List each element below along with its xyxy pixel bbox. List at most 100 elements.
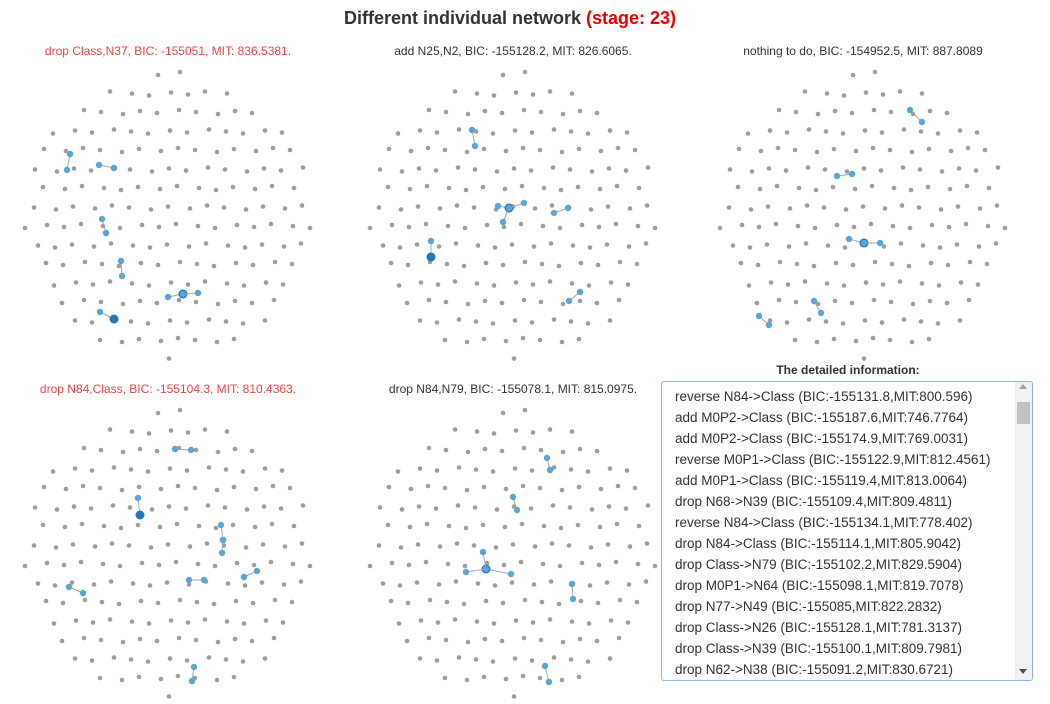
network-node[interactable] bbox=[202, 279, 208, 284]
network-node-highlight[interactable] bbox=[219, 536, 227, 544]
network-node[interactable] bbox=[615, 145, 621, 151]
network-node[interactable] bbox=[538, 447, 544, 453]
network-node-highlight[interactable] bbox=[545, 678, 553, 686]
network-node[interactable] bbox=[557, 225, 563, 231]
network-node[interactable] bbox=[244, 169, 250, 174]
network-node[interactable] bbox=[513, 428, 519, 433]
network-node[interactable] bbox=[406, 562, 412, 568]
network-node[interactable] bbox=[492, 583, 498, 588]
network-node[interactable] bbox=[861, 166, 867, 171]
network-node[interactable] bbox=[614, 183, 620, 189]
network-node[interactable] bbox=[652, 225, 658, 231]
network-node[interactable] bbox=[167, 318, 173, 323]
network-node[interactable] bbox=[531, 244, 537, 249]
network-node[interactable] bbox=[173, 221, 179, 227]
network-node[interactable] bbox=[907, 225, 913, 231]
detail-list-item[interactable]: drop Class->N39 (BIC:-155100.1,MIT:809.7… bbox=[675, 641, 963, 656]
network-node[interactable] bbox=[154, 110, 160, 116]
network-node[interactable] bbox=[299, 203, 305, 208]
network-node[interactable] bbox=[815, 111, 821, 117]
detail-list-item[interactable]: add M0P2->Class (BIC:-155187.6,MIT:746.7… bbox=[675, 410, 969, 425]
network-node-highlight[interactable] bbox=[845, 235, 853, 243]
network-node[interactable] bbox=[575, 522, 581, 528]
network-node[interactable] bbox=[100, 561, 106, 567]
network-node[interactable] bbox=[518, 221, 524, 227]
network-node[interactable] bbox=[814, 339, 820, 345]
network-node[interactable] bbox=[472, 167, 478, 172]
network-node[interactable] bbox=[530, 620, 536, 625]
network-node[interactable] bbox=[287, 485, 293, 491]
network-node[interactable] bbox=[233, 598, 239, 604]
network-node[interactable] bbox=[443, 447, 449, 453]
network-node[interactable] bbox=[88, 506, 94, 511]
network-node[interactable] bbox=[185, 282, 191, 287]
network-node[interactable] bbox=[101, 523, 107, 529]
network-node[interactable] bbox=[464, 149, 470, 155]
network-node[interactable] bbox=[598, 148, 604, 154]
network-node[interactable] bbox=[783, 168, 789, 173]
network-node[interactable] bbox=[849, 300, 855, 306]
network-node[interactable] bbox=[261, 166, 267, 171]
network-node[interactable] bbox=[871, 107, 877, 113]
network-node[interactable] bbox=[269, 521, 275, 527]
network-node[interactable] bbox=[560, 639, 566, 645]
network-node[interactable] bbox=[70, 204, 76, 209]
network-node[interactable] bbox=[82, 259, 88, 265]
network-node[interactable] bbox=[40, 184, 46, 190]
network-node[interactable] bbox=[776, 297, 782, 303]
network-node[interactable] bbox=[155, 72, 161, 78]
network-node[interactable] bbox=[532, 206, 538, 211]
network-node[interactable] bbox=[157, 186, 163, 192]
network-node[interactable] bbox=[187, 206, 193, 211]
network-node[interactable] bbox=[624, 468, 630, 473]
network-node[interactable] bbox=[118, 525, 124, 531]
network-node[interactable] bbox=[596, 562, 602, 568]
network-node[interactable] bbox=[926, 336, 932, 342]
network-node[interactable] bbox=[806, 127, 812, 132]
network-node[interactable] bbox=[300, 503, 306, 508]
network-node[interactable] bbox=[550, 165, 556, 170]
network-node[interactable] bbox=[861, 356, 867, 361]
network-node[interactable] bbox=[948, 148, 954, 154]
network-node[interactable] bbox=[89, 468, 95, 473]
network-node[interactable] bbox=[795, 223, 801, 229]
network-node-highlight[interactable] bbox=[194, 289, 202, 297]
network-node[interactable] bbox=[833, 260, 839, 266]
network-node[interactable] bbox=[793, 299, 799, 305]
network-node[interactable] bbox=[937, 245, 943, 250]
network-node[interactable] bbox=[594, 300, 600, 306]
network-node-highlight[interactable] bbox=[543, 454, 551, 462]
detail-list-item[interactable]: reverse N84->Class (BIC:-155134.1,MIT:77… bbox=[675, 515, 973, 530]
network-node[interactable] bbox=[445, 561, 451, 567]
network-node[interactable] bbox=[906, 263, 912, 269]
network-node[interactable] bbox=[916, 205, 922, 210]
network-node[interactable] bbox=[576, 336, 582, 342]
network-node[interactable] bbox=[887, 147, 893, 153]
network-node[interactable] bbox=[225, 581, 231, 586]
network-node[interactable] bbox=[588, 207, 594, 212]
network-node[interactable] bbox=[158, 486, 164, 492]
network-node[interactable] bbox=[774, 183, 780, 189]
network-node[interactable] bbox=[957, 318, 963, 323]
network-node[interactable] bbox=[290, 561, 296, 567]
network-node[interactable] bbox=[964, 183, 970, 189]
network-node[interactable] bbox=[842, 245, 848, 250]
network-node[interactable] bbox=[567, 167, 573, 172]
network-node[interactable] bbox=[193, 637, 199, 643]
network-node[interactable] bbox=[240, 659, 246, 664]
network-node[interactable] bbox=[538, 637, 544, 643]
network-node[interactable] bbox=[193, 447, 199, 453]
network-node[interactable] bbox=[202, 89, 208, 94]
network-node[interactable] bbox=[117, 225, 123, 231]
network-node[interactable] bbox=[231, 336, 237, 342]
network-node[interactable] bbox=[81, 635, 87, 641]
network-node[interactable] bbox=[167, 656, 173, 661]
network-node[interactable] bbox=[51, 283, 57, 288]
network-node[interactable] bbox=[880, 282, 886, 287]
network-node[interactable] bbox=[512, 318, 518, 323]
network-node[interactable] bbox=[230, 184, 236, 190]
network-node-highlight[interactable] bbox=[509, 493, 517, 501]
network-node[interactable] bbox=[594, 448, 600, 454]
network-node[interactable] bbox=[730, 243, 736, 248]
network-node[interactable] bbox=[585, 131, 591, 136]
